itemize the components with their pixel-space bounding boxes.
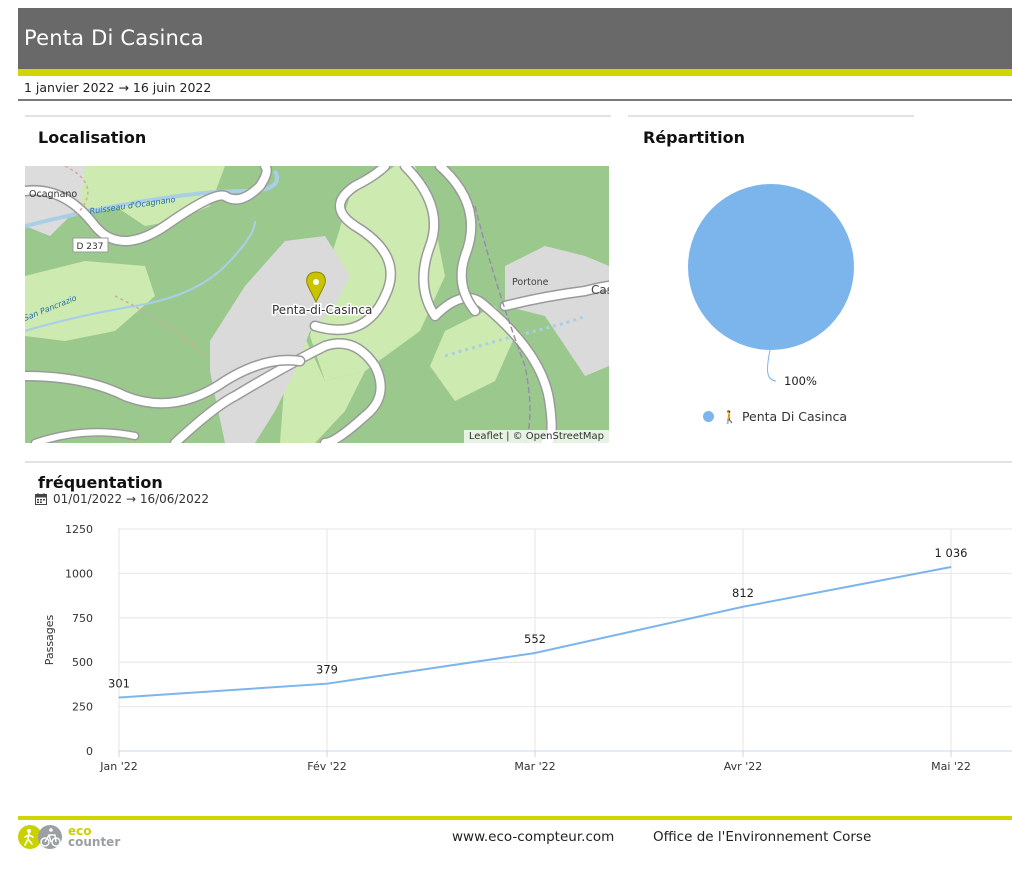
line-chart-svg: 0 250 500 750 1000 1250 Jan '22 Fév '22 Mar '22 A… [43,523,1012,773]
x-tick-label: Mar '22 [514,760,555,773]
logo-word-eco: eco [68,824,92,838]
map-tiles: D 237 Ocagnano Ruisseau d'Ocagnano San P… [25,166,609,443]
x-tick-label: Fév '22 [307,760,347,773]
eco-counter-logo-icon [18,825,62,849]
logo-wordmark: eco counter [68,824,121,849]
y-tick-label: 1250 [65,523,93,536]
repartition-title: Répartition [643,128,745,147]
pie-legend-item[interactable]: 🚶 Penta Di Casinca [703,409,847,424]
data-point [326,683,328,685]
repartition-card-border [628,115,914,117]
calendar-icon [35,493,47,505]
frequentation-date-range: 01/01/2022 → 16/06/2022 [35,492,209,506]
organisation-name: Office de l'Environnement Corse [653,829,872,845]
data-label: 552 [524,632,546,646]
map-label-cas: Cas [591,283,609,297]
footer-accent-stripe [18,816,1012,820]
header-divider [18,99,1012,101]
x-tick-label: Avr '22 [724,760,762,773]
y-tick-label: 750 [72,612,93,625]
map-label-road: D 237 [77,242,104,252]
legend-color-dot [703,411,714,422]
data-label: 812 [732,586,754,600]
repartition-pie-chart: 100% [628,160,914,450]
data-point [950,566,952,568]
section-divider [25,461,1012,463]
leaflet-link[interactable]: Leaflet [468,431,503,442]
x-tick-label: Jan '22 [99,760,137,773]
map-marker-icon[interactable] [306,271,326,304]
page-title: Penta Di Casinca [24,26,204,50]
data-label: 1 036 [935,546,968,560]
y-axis-title: Passages [43,614,56,665]
x-tick-label: Mai '22 [931,760,971,773]
header-accent-stripe [18,69,1012,76]
report-date-range: 1 janvier 2022 → 16 juin 2022 [24,80,212,95]
localisation-title: Localisation [38,128,147,147]
pie-slice-penta-di-casinca[interactable] [688,184,854,350]
openstreetmap-link[interactable]: OpenStreetMap [525,431,604,442]
data-point [118,697,120,699]
legend-label: Penta Di Casinca [741,409,848,424]
website-link[interactable]: www.eco-compteur.com [452,829,615,845]
pedestrian-icon: 🚶 [722,409,737,424]
map-label-portone: Portone [512,277,549,288]
frequentation-line-chart: 0 250 500 750 1000 1250 Jan '22 Fév '22 Mar '22 A… [30,515,1012,780]
y-tick-label: 0 [86,745,93,758]
map-label-ocagnano: Ocagnano [29,189,77,200]
attribution-separator: | © [502,431,526,442]
frequentation-title: fréquentation [38,473,163,492]
y-tick-label: 250 [72,701,93,714]
location-map[interactable]: D 237 Ocagnano Ruisseau d'Ocagnano San P… [25,166,609,443]
logo-word-counter: counter [68,835,121,849]
data-label: 379 [316,663,338,677]
data-point [742,606,744,608]
frequentation-subtitle: 01/01/2022 → 16/06/2022 [53,492,210,506]
y-tick-label: 1000 [65,567,93,580]
data-label: 301 [108,677,130,691]
report-header: Penta Di Casinca [18,8,1012,69]
map-label-village: Penta-di-Casinca [272,303,372,317]
y-tick-label: 500 [72,656,93,669]
pie-svg: 100% [688,184,854,388]
localisation-card-border [25,115,611,117]
data-point [534,652,536,654]
map-attribution: Leaflet | © OpenStreetMap [463,430,609,443]
eco-counter-logo[interactable]: eco counter [18,823,120,851]
pie-label-connector [767,349,777,382]
pie-data-label: 100% [784,374,817,388]
